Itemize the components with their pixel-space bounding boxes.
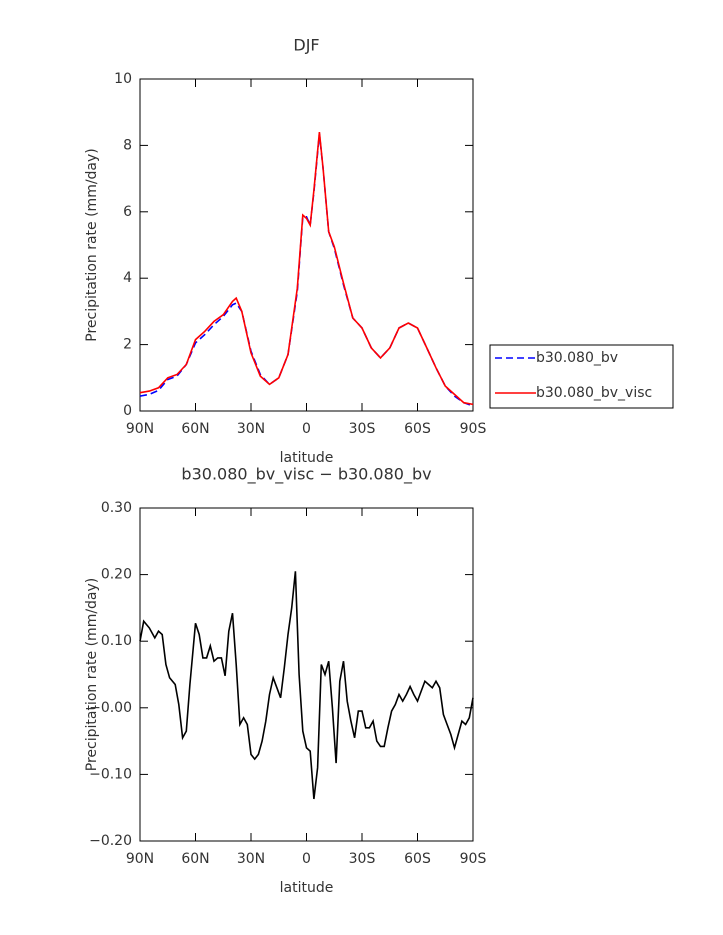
- x-tick-label: 60N: [181, 421, 209, 437]
- x-axis-label: latitude: [280, 450, 334, 466]
- x-tick-label: 90N: [126, 851, 154, 867]
- y-tick-label: 0: [123, 403, 132, 419]
- y-tick-label: 0.20: [101, 567, 132, 583]
- y-tick-label: 2: [123, 337, 132, 353]
- x-tick-label: 60S: [404, 851, 431, 867]
- chart-title: DJF: [293, 36, 319, 55]
- x-tick-label: 30S: [349, 851, 376, 867]
- y-tick-label: 0.30: [101, 500, 132, 516]
- data-line: [139, 571, 474, 800]
- x-tick-label: 90S: [460, 421, 487, 437]
- y-axis-label: Precipitation rate (mm/day): [84, 578, 100, 772]
- data-line: [139, 132, 474, 406]
- data-line: [139, 133, 474, 407]
- x-tick-label: 60S: [404, 421, 431, 437]
- x-axis-label: latitude: [280, 880, 334, 896]
- y-tick-label: −0.10: [89, 766, 132, 782]
- x-tick-label: 0: [302, 851, 311, 867]
- x-tick-label: 30N: [237, 421, 265, 437]
- y-tick-label: −0.20: [89, 833, 132, 849]
- y-tick-label: 0.10: [101, 633, 132, 649]
- x-tick-label: 30S: [349, 421, 376, 437]
- x-tick-label: 0: [302, 421, 311, 437]
- plot-frame: [139, 507, 474, 842]
- legend-label: b30.080_bv_visc: [536, 385, 652, 401]
- y-tick-label: 10: [114, 71, 132, 87]
- plot-frame: [139, 78, 474, 412]
- chart-title: b30.080_bv_visc − b30.080_bv: [181, 465, 431, 485]
- legend-box: [489, 344, 674, 409]
- x-tick-label: 60N: [181, 851, 209, 867]
- legend-label: b30.080_bv: [536, 350, 618, 366]
- y-tick-label: 4: [123, 270, 132, 286]
- y-tick-label: −0.00: [89, 700, 132, 716]
- y-axis-label: Precipitation rate (mm/day): [84, 148, 100, 342]
- x-tick-label: 30N: [237, 851, 265, 867]
- x-tick-label: 90N: [126, 421, 154, 437]
- x-tick-label: 90S: [460, 851, 487, 867]
- y-tick-label: 8: [123, 137, 132, 153]
- y-tick-label: 6: [123, 204, 132, 220]
